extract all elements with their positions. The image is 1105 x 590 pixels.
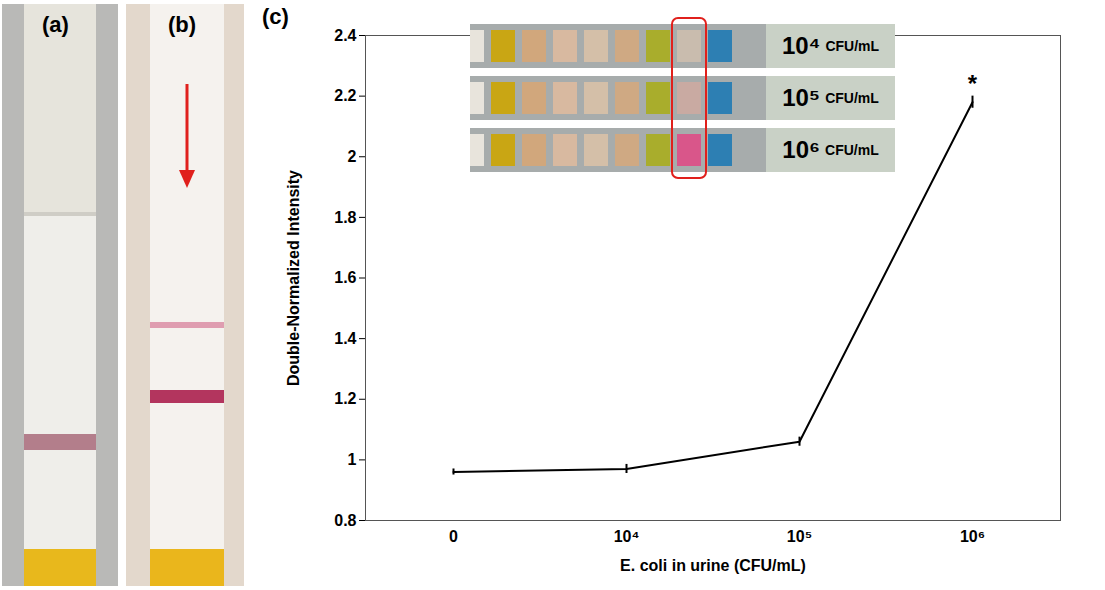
html-text:10⁵ CFU/mL: 10⁵ CFU/mL: [782, 84, 879, 111]
svg-text:*: *: [968, 70, 978, 97]
svg-text:10⁵: 10⁵: [787, 528, 812, 545]
html-text:10⁴ CFU/mL: 10⁴ CFU/mL: [781, 32, 880, 59]
svg-text:1.4: 1.4: [334, 330, 356, 347]
svg-text:10⁶: 10⁶: [960, 528, 985, 545]
html-text:(a): (a): [42, 12, 69, 37]
svg-text:0.8: 0.8: [334, 512, 356, 529]
svg-text:1.6: 1.6: [334, 269, 356, 286]
svg-text:2.4: 2.4: [334, 27, 356, 44]
svg-text:E. coli in urine (CFU/mL): E. coli in urine (CFU/mL): [620, 557, 806, 574]
html-text:10⁶ CFU/mL: 10⁶ CFU/mL: [782, 136, 879, 163]
svg-text:2: 2: [348, 148, 357, 165]
svg-text:10⁴: 10⁴: [614, 528, 640, 545]
svg-text:1: 1: [348, 451, 357, 468]
html-text:(c): (c): [262, 4, 289, 29]
svg-text:0: 0: [449, 528, 458, 545]
svg-text:1.2: 1.2: [334, 390, 356, 407]
svg-text:Double-Normalized Intensity: Double-Normalized Intensity: [285, 170, 302, 386]
svg-text:1.8: 1.8: [334, 208, 356, 225]
html-text:(b): (b): [168, 12, 197, 37]
svg-text:2.2: 2.2: [334, 87, 356, 104]
